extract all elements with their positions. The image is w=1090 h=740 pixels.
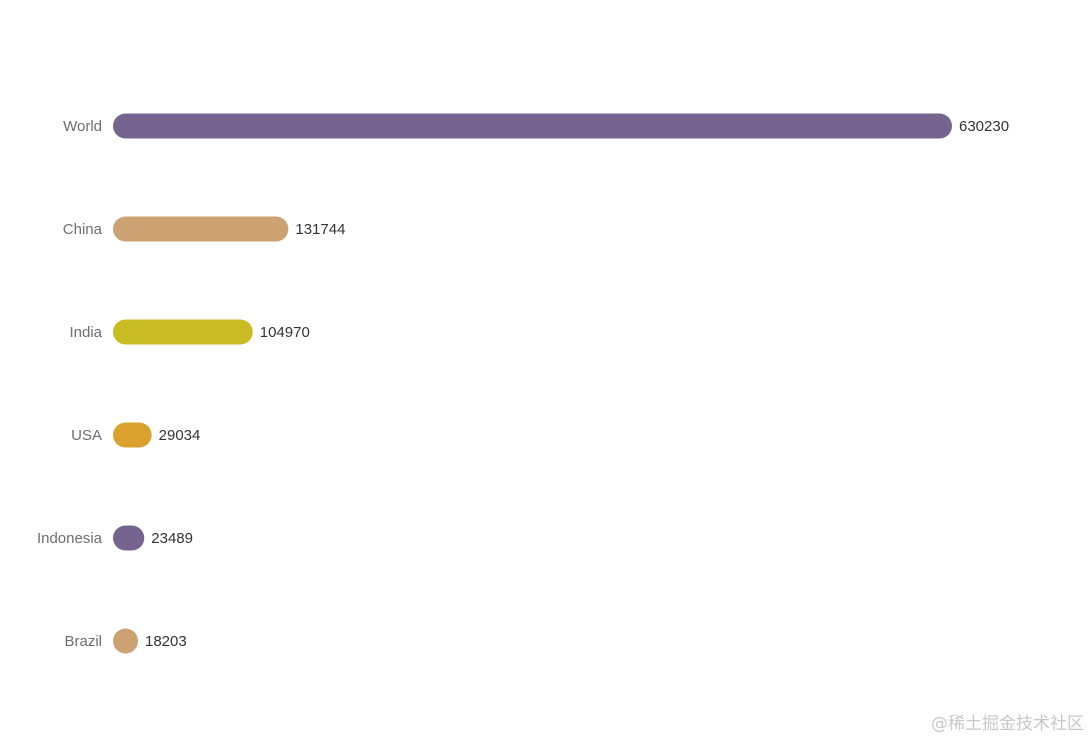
value-label-usa: 29034: [159, 427, 201, 444]
category-label-indonesia: Indonesia: [37, 530, 103, 547]
bar-india: [113, 319, 253, 345]
category-label-world: World: [63, 118, 102, 135]
bar-brazil: [113, 628, 138, 654]
value-label-brazil: 18203: [145, 633, 187, 650]
bar-china: [113, 216, 289, 242]
value-label-china: 131744: [295, 221, 345, 238]
bar-world: [113, 113, 952, 139]
bars-layer: [113, 113, 952, 654]
value-label-indonesia: 23489: [151, 530, 193, 547]
bar-usa: [113, 422, 152, 448]
category-label-india: India: [69, 324, 102, 341]
category-label-usa: USA: [71, 427, 102, 444]
value-label-india: 104970: [260, 324, 310, 341]
bar-indonesia: [113, 525, 145, 551]
category-label-china: China: [63, 221, 103, 238]
watermark: @稀土掘金技术社区: [931, 714, 1084, 734]
labels-layer: World 630230 China 131744 India 104970 USA 2903…: [37, 118, 1009, 650]
category-label-brazil: Brazil: [64, 633, 102, 650]
value-label-world: 630230: [959, 118, 1009, 135]
